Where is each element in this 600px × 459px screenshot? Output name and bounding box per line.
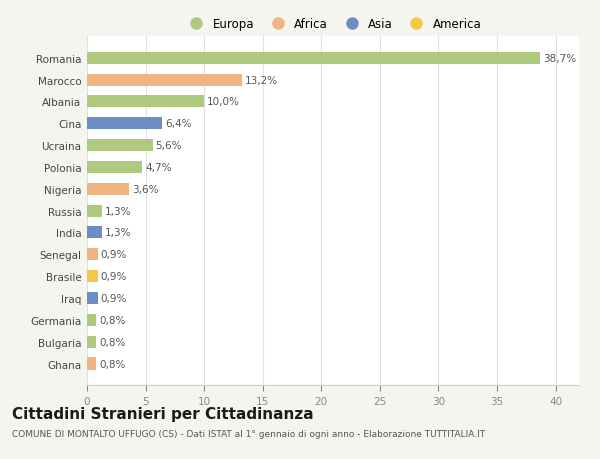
Text: 3,6%: 3,6%	[132, 185, 158, 194]
Text: 6,4%: 6,4%	[165, 119, 191, 129]
Text: 0,9%: 0,9%	[100, 272, 127, 281]
Text: 0,8%: 0,8%	[100, 315, 125, 325]
Bar	[87, 292, 98, 304]
Bar	[87, 96, 204, 108]
Text: 13,2%: 13,2%	[245, 75, 278, 85]
Text: 0,8%: 0,8%	[100, 337, 125, 347]
Text: 1,3%: 1,3%	[105, 206, 131, 216]
Text: 5,6%: 5,6%	[155, 141, 182, 151]
Text: 4,7%: 4,7%	[145, 162, 172, 173]
Text: 0,9%: 0,9%	[100, 250, 127, 260]
Bar	[87, 53, 541, 65]
Bar	[87, 205, 102, 217]
Bar	[87, 249, 98, 261]
Text: 38,7%: 38,7%	[543, 54, 577, 63]
Bar	[87, 227, 102, 239]
Text: 0,8%: 0,8%	[100, 359, 125, 369]
Bar	[87, 140, 152, 152]
Bar	[87, 183, 129, 196]
Text: 0,9%: 0,9%	[100, 293, 127, 303]
Bar	[87, 358, 97, 369]
Text: Cittadini Stranieri per Cittadinanza: Cittadini Stranieri per Cittadinanza	[12, 406, 314, 421]
Bar	[87, 270, 98, 283]
Text: COMUNE DI MONTALTO UFFUGO (CS) - Dati ISTAT al 1° gennaio di ogni anno - Elabora: COMUNE DI MONTALTO UFFUGO (CS) - Dati IS…	[12, 429, 485, 438]
Legend: Europa, Africa, Asia, America: Europa, Africa, Asia, America	[179, 13, 487, 35]
Bar	[87, 336, 97, 348]
Bar	[87, 118, 162, 130]
Bar	[87, 74, 242, 86]
Text: 10,0%: 10,0%	[207, 97, 240, 107]
Bar	[87, 314, 97, 326]
Text: 1,3%: 1,3%	[105, 228, 131, 238]
Bar	[87, 162, 142, 174]
